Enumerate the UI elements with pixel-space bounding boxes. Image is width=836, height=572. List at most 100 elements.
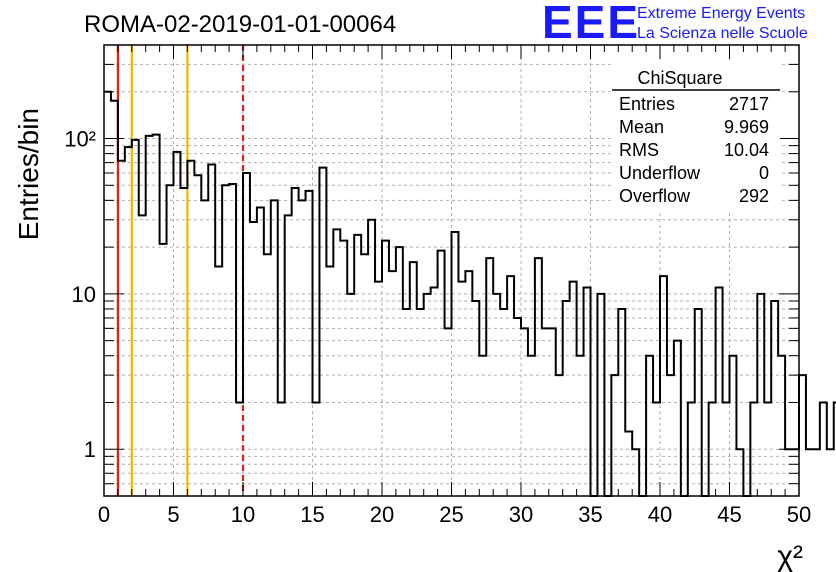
histogram-bin	[431, 287, 438, 496]
histogram-bin	[660, 276, 667, 496]
eee-logo: EEE	[542, 0, 640, 48]
y-tick-label: 10²	[64, 127, 96, 152]
histogram-bin	[278, 402, 285, 496]
x-tick-label: 25	[439, 502, 463, 527]
histogram-bin	[174, 152, 181, 496]
stats-entries-label: Entries	[619, 94, 675, 114]
stats-mean-value: 9.969	[724, 117, 769, 137]
histogram-bin	[695, 309, 702, 496]
histogram-bin	[584, 287, 591, 496]
stats-rms-label: RMS	[619, 140, 659, 160]
stats-overflow-value: 292	[739, 186, 769, 206]
histogram-bin	[472, 301, 479, 496]
histogram-bin	[125, 147, 132, 496]
histogram-bin	[257, 207, 264, 496]
histogram-bin	[333, 229, 340, 496]
x-tick-label: 5	[167, 502, 179, 527]
histogram-bin	[417, 309, 424, 496]
x-tick-label: 15	[300, 502, 324, 527]
histogram-bin	[730, 356, 737, 496]
x-tick-label: 45	[717, 502, 741, 527]
histogram-bin	[424, 294, 431, 496]
histogram-bin	[445, 328, 452, 496]
histogram-bin	[160, 244, 167, 496]
histogram-bin	[354, 235, 361, 496]
histogram-bin	[452, 232, 459, 496]
stats-box: ChiSquare Entries 2717 Mean 9.969 RMS 10…	[612, 62, 780, 210]
axis-tick-labels: 0 5 10 15 20 25 30 35 40 45 50 1 10 10²	[64, 127, 811, 527]
histogram-bin	[521, 328, 528, 496]
histogram-bin	[764, 402, 771, 496]
histogram-bin	[375, 282, 382, 496]
histogram-bin	[556, 375, 563, 496]
histogram-bin	[646, 356, 653, 496]
histogram-bin	[507, 276, 514, 496]
histogram-bin	[292, 188, 299, 496]
histogram-bin	[187, 161, 194, 496]
histogram-bin	[236, 402, 243, 496]
axis-ticks	[103, 45, 800, 496]
histogram-bin	[389, 271, 396, 496]
x-tick-label: 20	[370, 502, 394, 527]
histogram-bin	[250, 222, 257, 496]
y-tick-label: 1	[84, 437, 96, 462]
histogram-bin	[799, 375, 806, 496]
histogram-bin	[153, 135, 160, 496]
stats-box-title: ChiSquare	[637, 68, 722, 88]
histogram-bin	[167, 185, 174, 496]
histogram-bin	[340, 241, 347, 496]
histogram-bin	[709, 402, 716, 496]
x-tick-label: 30	[509, 502, 533, 527]
histogram-bin	[285, 215, 292, 496]
plot-title: ROMA-02-2019-01-01-00064	[84, 11, 396, 38]
histogram-bin	[347, 294, 354, 496]
histogram-outline	[104, 90, 836, 497]
stats-entries-value: 2717	[729, 94, 769, 114]
x-axis-label: χ²	[777, 540, 803, 572]
histogram-bin	[563, 301, 570, 496]
x-tick-label: 0	[98, 502, 110, 527]
y-axis-label: Entries/bin	[13, 108, 44, 240]
histogram-bin	[132, 140, 139, 496]
stats-rms-value: 10.04	[724, 140, 769, 160]
histogram-bin	[806, 449, 813, 496]
histogram-bin	[313, 402, 320, 496]
histogram-bin	[215, 267, 222, 496]
stats-underflow-label: Underflow	[619, 163, 701, 183]
histogram-bin	[201, 200, 208, 496]
x-tick-label: 10	[231, 502, 255, 527]
histogram-bin	[306, 191, 313, 496]
histogram-bin	[653, 402, 660, 496]
histogram-bin	[736, 449, 743, 496]
histogram-bin	[688, 402, 695, 496]
histogram-bin	[820, 402, 827, 496]
histogram-bin	[229, 184, 236, 496]
histogram-bin	[222, 185, 229, 496]
brand-line-2: La Scienza nelle Scuole	[637, 25, 808, 42]
histogram-bin	[361, 254, 368, 496]
histogram-bin	[271, 200, 278, 496]
histogram-bin	[458, 282, 465, 496]
histogram-bin	[410, 262, 417, 496]
histogram-bin	[827, 449, 834, 496]
histogram-bin	[632, 449, 639, 496]
histogram-bin	[299, 200, 306, 496]
histogram-bin	[180, 188, 187, 496]
histogram-bin	[243, 173, 250, 496]
brand-line-1: Extreme Energy Events	[637, 5, 805, 22]
histogram-bin	[382, 241, 389, 496]
stats-mean-label: Mean	[619, 117, 664, 137]
histogram-bin	[479, 356, 486, 496]
histogram-bin	[486, 258, 493, 496]
histogram-bin	[146, 136, 153, 496]
histogram-bin	[118, 161, 125, 496]
histogram-bin	[139, 215, 146, 496]
stats-overflow-label: Overflow	[619, 186, 691, 206]
histogram-bin	[194, 175, 201, 496]
histogram-bin	[577, 356, 584, 496]
x-tick-label: 40	[648, 502, 672, 527]
histogram-bin	[368, 220, 375, 496]
histogram-bin	[396, 247, 403, 496]
histogram-bin	[611, 375, 618, 496]
